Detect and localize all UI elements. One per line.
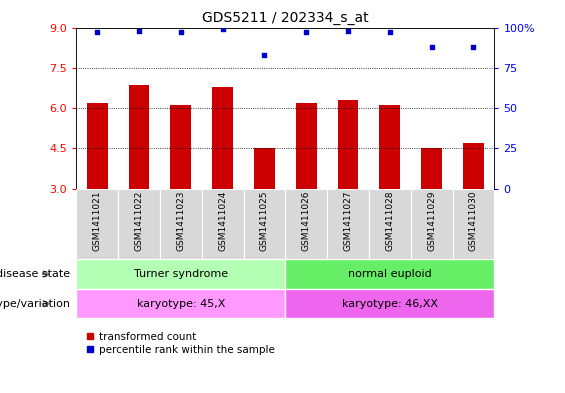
Text: GSM1411023: GSM1411023: [176, 191, 185, 251]
Text: GSM1411027: GSM1411027: [344, 191, 353, 251]
Text: disease state: disease state: [0, 269, 71, 279]
Bar: [118, 189, 160, 259]
Point: [93, 29, 102, 35]
Bar: [160, 189, 202, 259]
Bar: [411, 189, 453, 259]
Text: GSM1411025: GSM1411025: [260, 191, 269, 251]
Text: GSM1411030: GSM1411030: [469, 191, 478, 252]
Bar: [202, 189, 244, 259]
Text: karyotype: 45,X: karyotype: 45,X: [137, 299, 225, 309]
Bar: [380, 105, 400, 189]
Point: [176, 29, 185, 35]
Point: [385, 29, 394, 35]
Title: GDS5211 / 202334_s_at: GDS5211 / 202334_s_at: [202, 11, 368, 25]
Bar: [244, 189, 285, 259]
Point: [134, 28, 144, 34]
Bar: [338, 100, 359, 189]
Text: genotype/variation: genotype/variation: [0, 299, 71, 309]
Bar: [76, 289, 285, 318]
Point: [260, 52, 269, 58]
Bar: [285, 289, 494, 318]
Bar: [76, 259, 285, 289]
Text: GSM1411029: GSM1411029: [427, 191, 436, 251]
Point: [218, 26, 227, 32]
Bar: [453, 189, 494, 259]
Legend: transformed count, percentile rank within the sample: transformed count, percentile rank withi…: [81, 327, 279, 359]
Text: GSM1411022: GSM1411022: [134, 191, 144, 251]
Bar: [463, 143, 484, 189]
Bar: [87, 103, 107, 189]
Bar: [327, 189, 369, 259]
Bar: [285, 259, 494, 289]
Text: GSM1411021: GSM1411021: [93, 191, 102, 251]
Bar: [421, 148, 442, 189]
Bar: [171, 105, 191, 189]
Point: [469, 44, 478, 50]
Bar: [129, 85, 149, 189]
Bar: [76, 189, 118, 259]
Text: GSM1411026: GSM1411026: [302, 191, 311, 251]
Bar: [212, 86, 233, 189]
Bar: [369, 189, 411, 259]
Text: karyotype: 46,XX: karyotype: 46,XX: [342, 299, 438, 309]
Point: [427, 44, 436, 50]
Bar: [285, 189, 327, 259]
Bar: [254, 148, 275, 189]
Point: [344, 28, 353, 34]
Text: normal euploid: normal euploid: [348, 269, 432, 279]
Text: GSM1411028: GSM1411028: [385, 191, 394, 251]
Bar: [296, 103, 316, 189]
Text: GSM1411024: GSM1411024: [218, 191, 227, 251]
Point: [302, 29, 311, 35]
Text: Turner syndrome: Turner syndrome: [134, 269, 228, 279]
